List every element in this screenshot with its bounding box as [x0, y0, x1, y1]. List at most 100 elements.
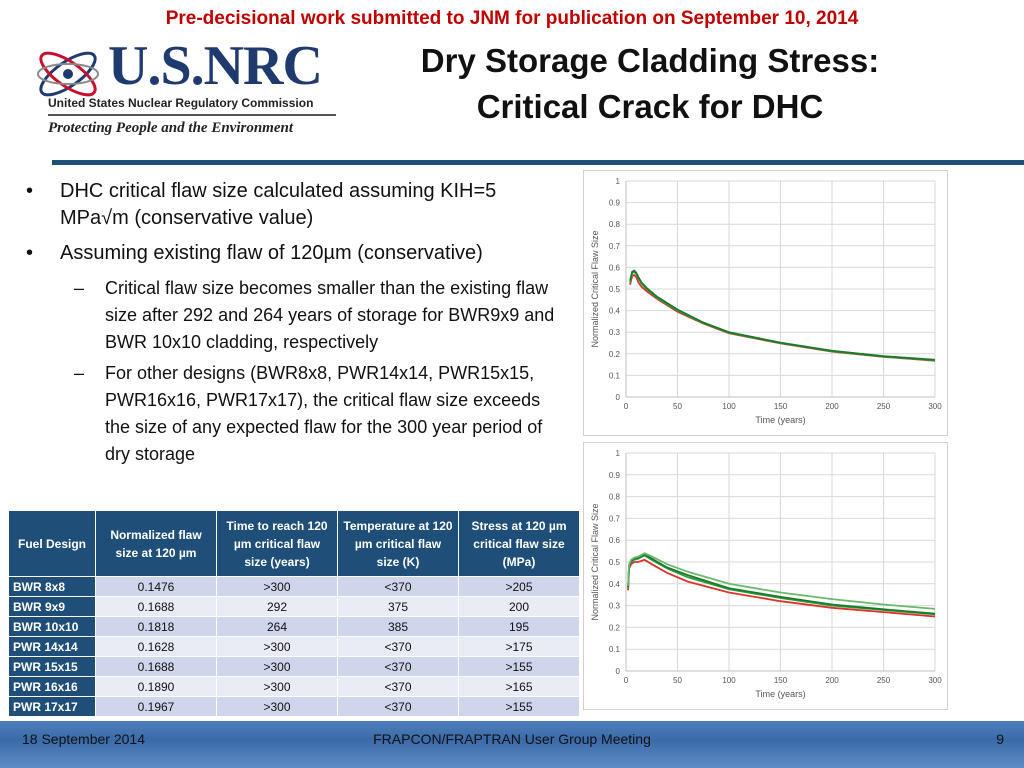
bullet-marker: •	[26, 180, 34, 202]
bullet-list: • DHC critical flaw size calculated assu…	[20, 178, 570, 472]
atom-icon	[37, 51, 99, 97]
x-tick-label: 200	[825, 676, 839, 685]
series-line	[629, 270, 936, 362]
flaw-size-table: Fuel Design Normalized flaw size at 120 …	[8, 510, 580, 717]
footer-page-number: 9	[996, 731, 1004, 747]
col-header-temperature: Temperature at 120 µm critical flaw size…	[337, 510, 459, 577]
title-line-2: Critical Crack for DHC	[476, 88, 824, 125]
nrc-logo: U.S.NRC United States Nuclear Regulatory…	[32, 34, 337, 144]
cell-fuel-design: BWR 9x9	[8, 596, 96, 617]
cell-time: >300	[216, 576, 338, 597]
table-row: PWR 15x15 0.1688 >300 <370 >155	[8, 656, 580, 677]
y-tick-label: 0.8	[609, 493, 621, 502]
sub-bullet-text-bwr: Critical flaw size becomes smaller than …	[105, 278, 555, 352]
cell-stress: >205	[458, 576, 580, 597]
cell-temperature: <370	[337, 696, 459, 717]
col-header-fuel-design: Fuel Design	[8, 510, 96, 577]
y-tick-label: 0	[616, 393, 621, 402]
series-line	[627, 558, 936, 618]
cell-temperature: <370	[337, 576, 459, 597]
y-tick-label: 0.9	[609, 471, 621, 480]
x-axis-label: Time (years)	[755, 415, 805, 425]
table-row: BWR 9x9 0.1688 292 375 200	[8, 596, 580, 617]
y-tick-label: 0.6	[609, 536, 621, 545]
cell-fuel-design: PWR 16x16	[8, 676, 96, 697]
y-tick-label: 0.4	[609, 580, 621, 589]
cell-fuel-design: PWR 17x17	[8, 696, 96, 717]
cell-normalized: 0.1476	[95, 576, 217, 597]
x-axis-label: Time (years)	[755, 689, 805, 699]
sub-bullet-item: – Critical flaw size becomes smaller tha…	[20, 275, 570, 356]
x-tick-label: 250	[877, 676, 891, 685]
y-tick-label: 0.2	[609, 350, 621, 359]
x-tick-label: 50	[673, 402, 682, 411]
y-tick-label: 0.7	[609, 242, 621, 251]
table-row: PWR 16x16 0.1890 >300 <370 >165	[8, 676, 580, 697]
x-tick-label: 0	[624, 402, 629, 411]
x-tick-label: 50	[673, 676, 682, 685]
slide-title: Dry Storage Cladding Stress: Critical Cr…	[390, 38, 910, 130]
cell-temperature: 385	[337, 616, 459, 637]
dash-marker: –	[74, 363, 85, 383]
x-tick-label: 150	[774, 676, 788, 685]
x-tick-label: 100	[722, 402, 736, 411]
logo-divider	[48, 114, 336, 116]
chart-top: 0 0.1 0.2 0.3 0.4 0.5 0.6 0.7 0.8 0.9 1 0 50 100 150 20…	[583, 170, 948, 436]
cell-time: >300	[216, 676, 338, 697]
logo-wordmark: U.S.NRC	[108, 35, 323, 97]
x-tick-label: 200	[825, 402, 839, 411]
table-row: BWR 8x8 0.1476 >300 <370 >205	[8, 576, 580, 597]
footer-date: 18 September 2014	[22, 731, 145, 747]
y-axis-label: Normalized Critical Flaw Size	[590, 230, 600, 347]
cell-time: >300	[216, 696, 338, 717]
bullet-text-kih: DHC critical flaw size calculated assumi…	[60, 180, 497, 229]
cell-stress: >175	[458, 636, 580, 657]
y-tick-label: 0.7	[609, 514, 621, 523]
cell-stress: >155	[458, 656, 580, 677]
y-tick-label: 0.6	[609, 263, 621, 272]
series-line	[627, 552, 936, 610]
y-tick-label: 0.1	[609, 645, 621, 654]
chart-bottom: 0 0.1 0.2 0.3 0.4 0.5 0.6 0.7 0.8 0.9 1 0 50 100 150 20…	[583, 442, 948, 710]
y-tick-label: 1	[616, 177, 621, 186]
x-tick-label: 150	[774, 402, 788, 411]
y-tick-label: 0.3	[609, 602, 621, 611]
cell-stress: >155	[458, 696, 580, 717]
cell-time: >300	[216, 656, 338, 677]
table-header-row: Fuel Design Normalized flaw size at 120 …	[8, 510, 580, 577]
y-tick-label: 0	[616, 667, 621, 676]
cell-temperature: <370	[337, 656, 459, 677]
y-tick-label: 1	[616, 449, 621, 458]
cell-stress: >165	[458, 676, 580, 697]
dash-marker: –	[74, 278, 85, 298]
chart-bottom-svg: 0 0.1 0.2 0.3 0.4 0.5 0.6 0.7 0.8 0.9 1 0 50 100 150 20…	[590, 449, 942, 699]
y-tick-label: 0.1	[609, 371, 621, 380]
col-header-normalized: Normalized flaw size at 120 µm	[95, 510, 217, 577]
title-divider	[52, 160, 1024, 165]
bullet-item: • DHC critical flaw size calculated assu…	[20, 178, 570, 232]
series-line	[629, 269, 936, 361]
banner-text: Pre-decisional work submitted to JNM for…	[165, 8, 859, 29]
title-line-1: Dry Storage Cladding Stress:	[420, 42, 880, 79]
footer-bar: 18 September 2014 FRAPCON/FRAPTRAN User …	[0, 721, 1024, 768]
bullet-item: • Assuming existing flaw of 120µm (conse…	[20, 240, 570, 267]
cell-normalized: 0.1688	[95, 596, 217, 617]
x-tick-label: 300	[928, 676, 942, 685]
cell-fuel-design: PWR 15x15	[8, 656, 96, 677]
series-line	[629, 273, 936, 362]
cell-temperature: 375	[337, 596, 459, 617]
x-tick-label: 100	[722, 676, 736, 685]
cell-temperature: <370	[337, 636, 459, 657]
cell-time: >300	[216, 636, 338, 657]
cell-fuel-design: BWR 8x8	[8, 576, 96, 597]
sub-bullet-item: – For other designs (BWR8x8, PWR14x14, P…	[20, 360, 570, 468]
y-tick-label: 0.9	[609, 199, 621, 208]
y-tick-label: 0.4	[609, 307, 621, 316]
cell-stress: 195	[458, 616, 580, 637]
cell-normalized: 0.1688	[95, 656, 217, 677]
x-tick-label: 0	[624, 676, 629, 685]
cell-normalized: 0.1628	[95, 636, 217, 657]
x-tick-label: 250	[877, 402, 891, 411]
cell-stress: 200	[458, 596, 580, 617]
col-header-stress: Stress at 120 µm critical flaw size (MPa…	[458, 510, 580, 577]
